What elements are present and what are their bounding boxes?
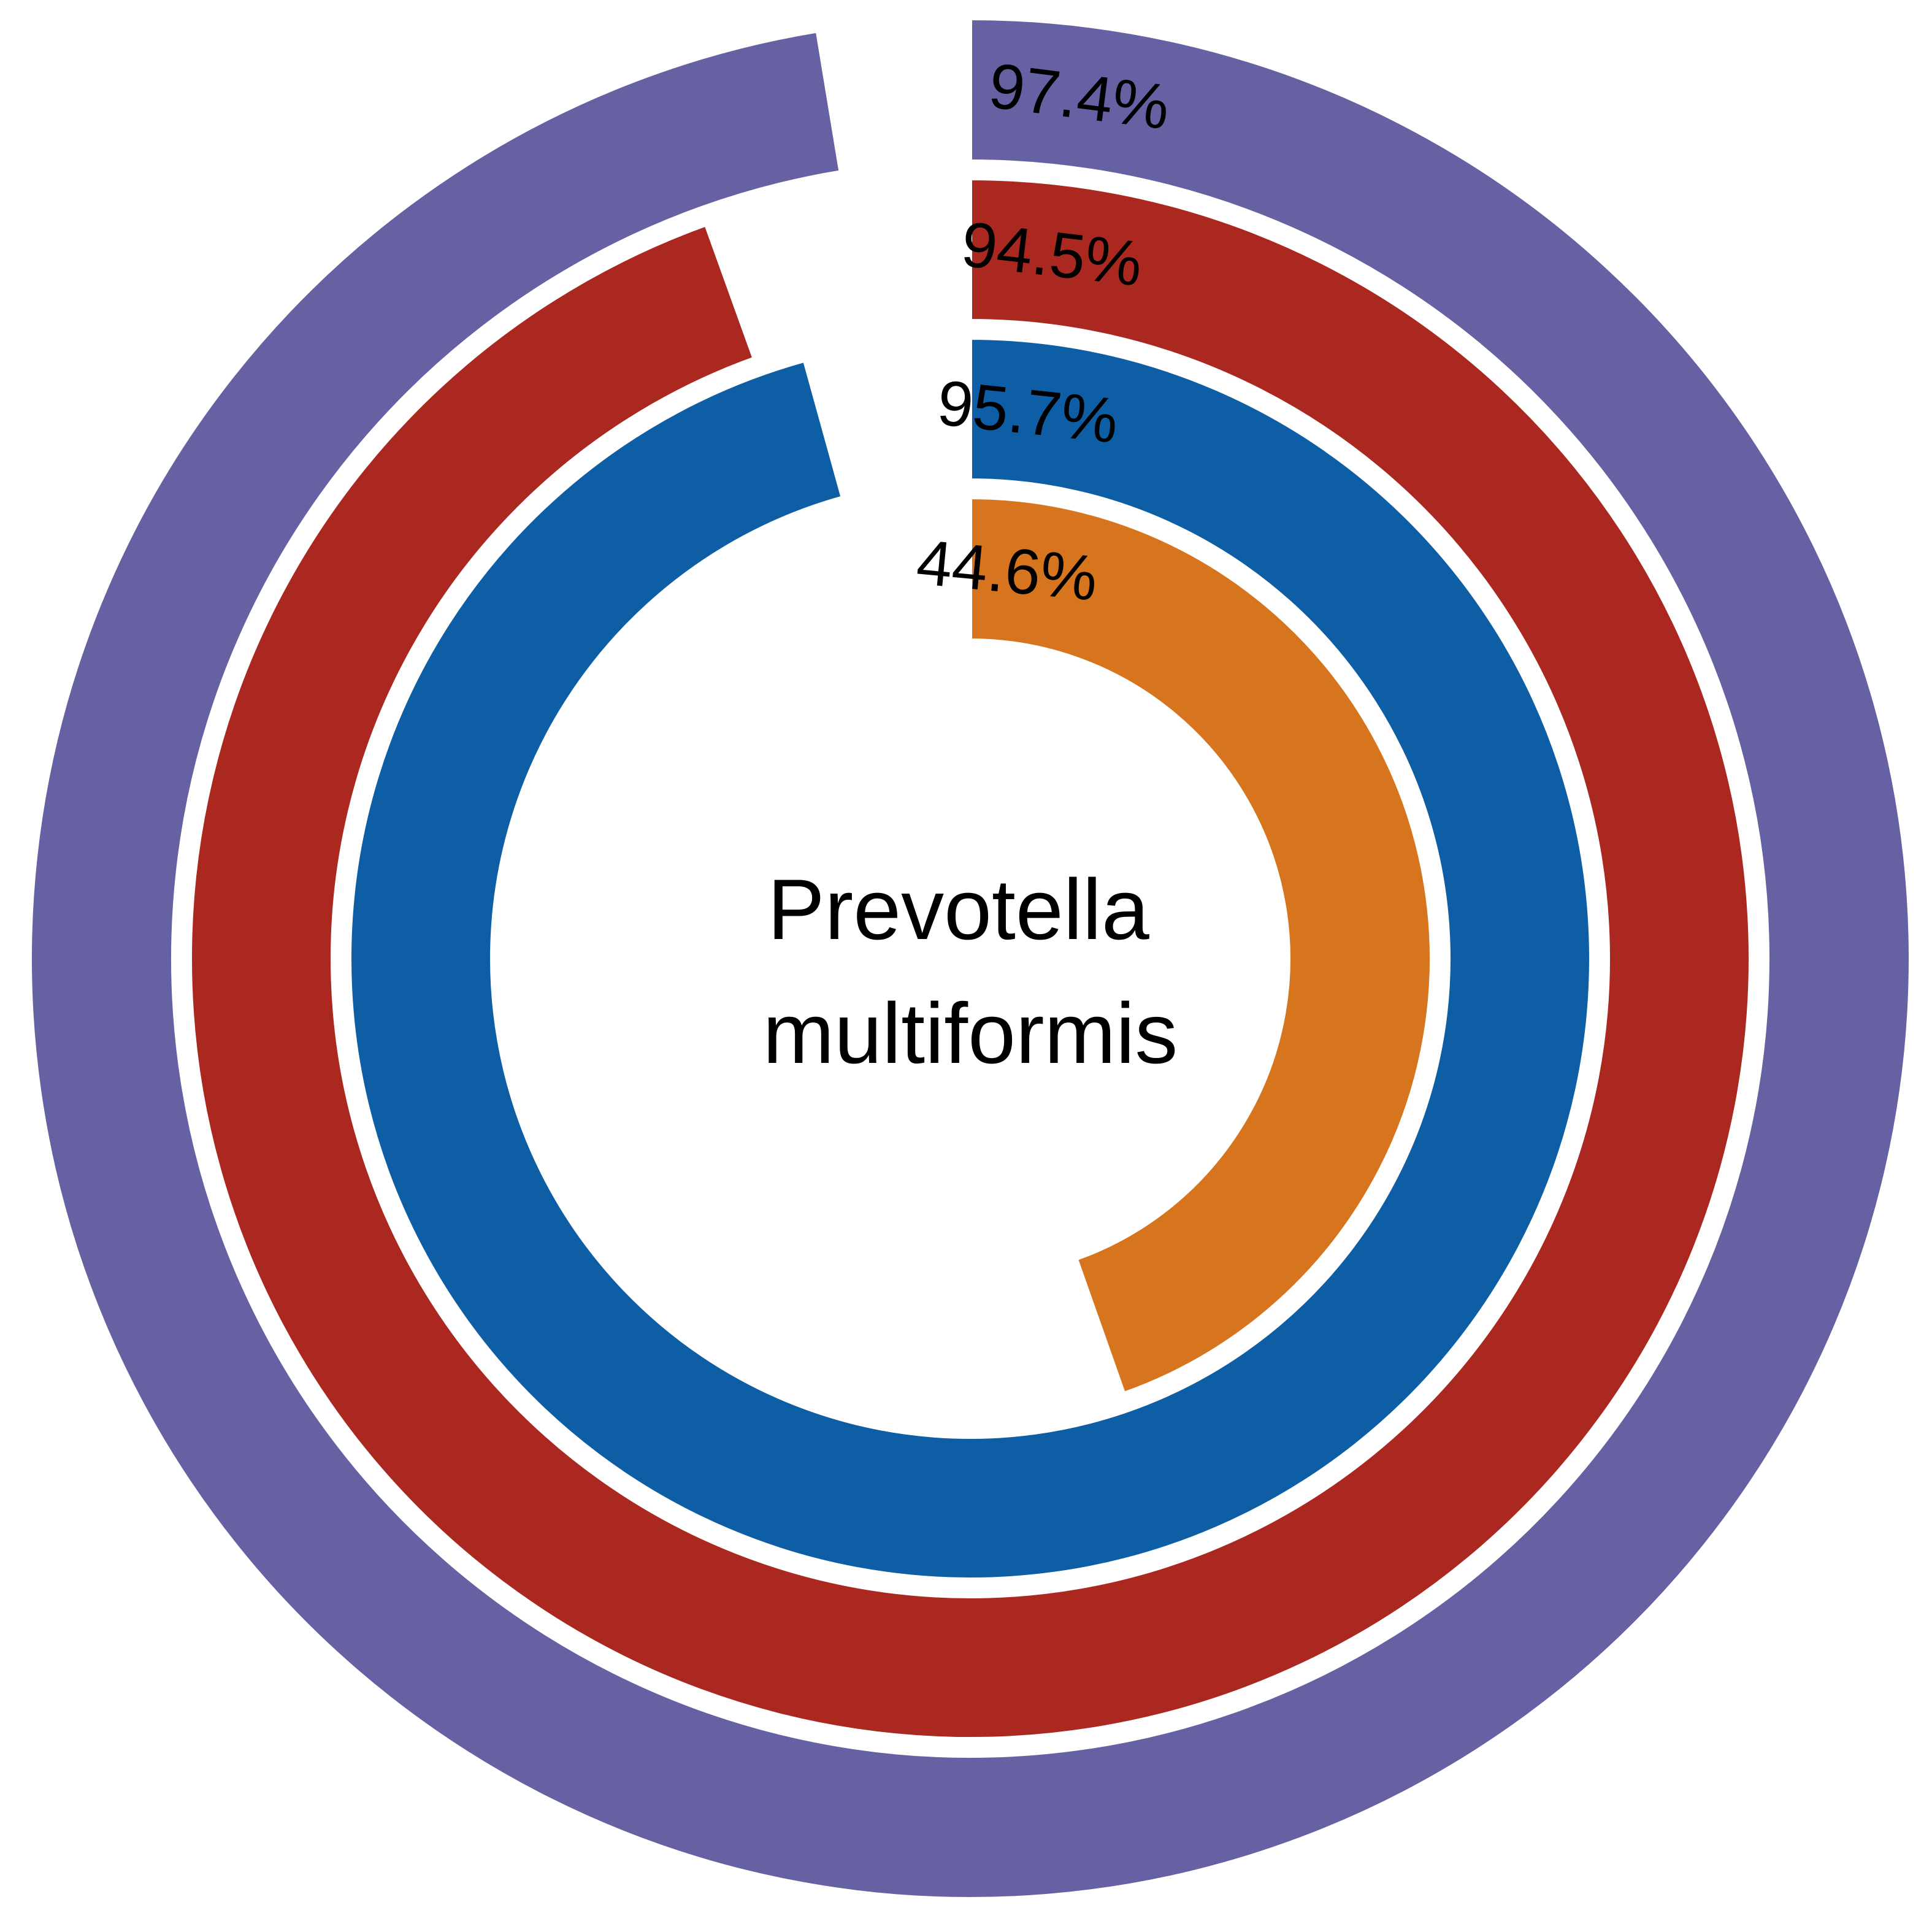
ring-bar-3 [348, 335, 1593, 1581]
chart-title-line-1: Prevotella [767, 861, 1149, 957]
chart-title-line-2: multiformis [763, 985, 1178, 1081]
ring-bar-2 [188, 176, 1753, 1741]
ring-bar-1 [28, 16, 1912, 1901]
ring-bar-4 [968, 495, 1433, 1396]
ring-value-label-4: 44.6% [914, 527, 1100, 615]
chart-title: Prevotella multiformis [763, 861, 1178, 1081]
rings-group [28, 16, 1912, 1901]
